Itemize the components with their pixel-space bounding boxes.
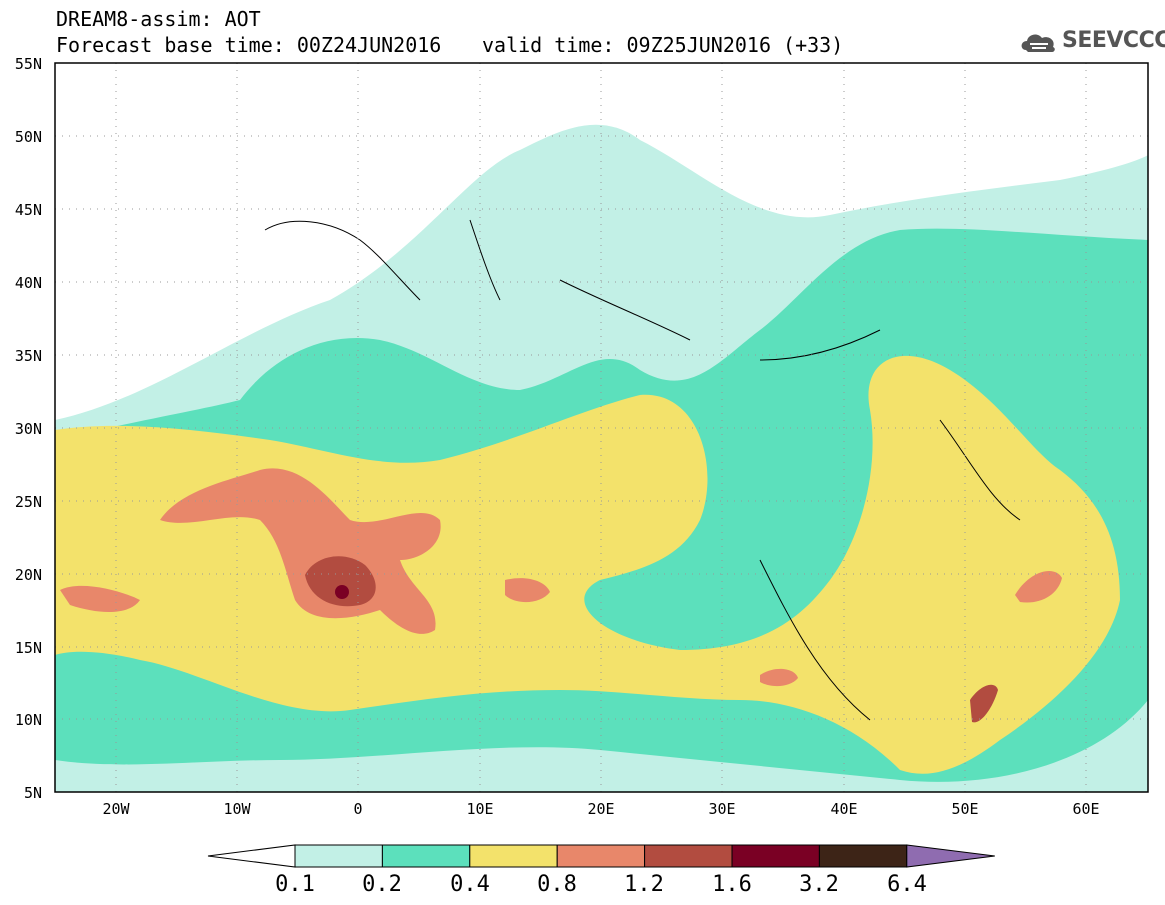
aot-field-0.8c [505,578,550,603]
lon-label: 20E [587,800,615,818]
coastline [264,219,1021,721]
aot-field-1.2b [970,684,998,723]
legend-label: 3.2 [799,872,839,897]
lat-label: 30N [14,420,42,438]
lat-label: 55N [14,55,42,73]
lat-label: 40N [14,274,42,292]
aot-map [54,62,1149,793]
aot-max [335,585,349,599]
aot-field-1.2 [305,556,376,607]
aot-field-0.8e [760,668,798,687]
legend-label: 0.1 [275,872,315,897]
aot-field-0.4 [55,355,1120,774]
forecast-base-time: Forecast base time: 00Z24JUN2016 [56,33,442,57]
lat-label: 45N [14,201,42,219]
legend-label: 0.4 [450,872,490,897]
lon-label: 20W [102,800,130,818]
lat-label: 15N [14,639,42,657]
lat-label: 25N [14,493,42,511]
lon-label: 60E [1072,800,1100,818]
lat-label: 50N [14,128,42,146]
cloud-icon [1021,34,1055,52]
legend-label: 6.4 [887,872,927,897]
map-title: DREAM8-assim: AOT [56,7,261,31]
lat-label: 35N [14,347,42,365]
lon-label: 50E [951,800,979,818]
lon-label: 10E [466,800,494,818]
logo-text: SEEVCCC [1062,28,1165,53]
legend-label: 0.2 [362,872,402,897]
lon-label: 40E [830,800,858,818]
legend-label: 1.6 [712,872,752,897]
legend-label: 0.8 [537,872,577,897]
lat-label: 5N [23,784,42,802]
grid [55,63,1148,792]
lon-label: 0 [353,800,363,818]
lat-label: 10N [14,711,42,729]
lon-label: 10W [223,800,251,818]
legend-label: 1.2 [624,872,664,897]
lat-label: 20N [14,566,42,584]
valid-time: valid time: 09Z25JUN2016 (+33) [482,33,844,57]
aot-field-0.8b [60,585,140,612]
lon-label: 30E [708,800,736,818]
aot-field-0.8d [1015,571,1062,603]
map-frame [54,62,1149,793]
